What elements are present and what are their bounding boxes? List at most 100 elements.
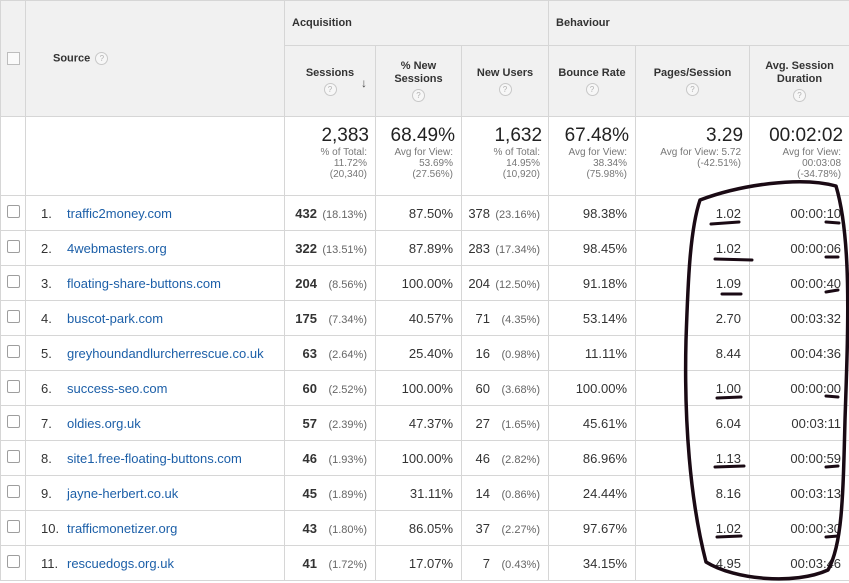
- row-checkbox[interactable]: [6, 205, 20, 218]
- help-icon[interactable]: ?: [412, 89, 425, 102]
- new-users-cell: 204 (12.50%): [460, 265, 550, 301]
- new-users-header-label: New Users: [476, 66, 534, 79]
- row-index: 9.: [41, 485, 52, 501]
- bounce-rate-cell: 24.44%: [548, 475, 637, 511]
- new-sessions-cell: 17.07%: [375, 545, 462, 581]
- pages-session-cell: 1.13: [635, 440, 751, 476]
- source-link[interactable]: success-seo.com: [67, 380, 168, 396]
- sessions-percent: (8.56%): [328, 278, 367, 291]
- row-checkbox[interactable]: [6, 240, 20, 253]
- summary-new-users: 1,632 % of Total: 14.95% (10,920): [460, 116, 550, 196]
- table-row[interactable]: 6. success-seo.com 60 (2.52%) 100.00% 60 (3.68…: [0, 370, 849, 406]
- help-icon[interactable]: ?: [95, 52, 109, 65]
- table-row[interactable]: 8. site1.free-floating-buttons.com 46 (1.93…: [0, 440, 849, 476]
- source-link[interactable]: rescuedogs.org.uk: [67, 555, 174, 571]
- sessions-value: 41: [302, 555, 317, 571]
- new-users-percent: (23.16%): [495, 208, 541, 221]
- avg-duration-header[interactable]: Avg. Session Duration ?: [749, 45, 849, 117]
- row-checkbox[interactable]: [6, 310, 20, 323]
- row-checkbox[interactable]: [6, 380, 20, 393]
- source-link[interactable]: 4webmasters.org: [67, 240, 167, 256]
- row-select-cell: [0, 370, 26, 406]
- source-link[interactable]: traffic2money.com: [67, 205, 173, 221]
- row-index: 10.: [41, 520, 60, 536]
- avg-duration-cell: 00:00:06: [749, 230, 849, 266]
- new-sessions-header[interactable]: % New Sessions ?: [375, 45, 462, 117]
- new-users-value: 204: [468, 275, 491, 291]
- row-index: 2.: [41, 240, 52, 256]
- new-sessions-cell: 87.89%: [375, 230, 462, 266]
- select-all-checkbox[interactable]: [6, 52, 20, 65]
- source-link[interactable]: trafficmonetizer.org: [67, 520, 178, 536]
- source-cell: 5. greyhoundandlurcherrescue.co.uk: [25, 335, 285, 371]
- source-link[interactable]: greyhoundandlurcherrescue.co.uk: [67, 345, 264, 361]
- row-checkbox[interactable]: [6, 415, 20, 428]
- pages-session-header[interactable]: Pages/Session ?: [635, 45, 751, 117]
- pages-session-cell: 1.02: [635, 230, 751, 266]
- summary-new-sessions: 68.49% Avg for View: 53.69% (27.56%): [375, 116, 462, 196]
- new-users-percent: (4.35%): [501, 313, 541, 326]
- pages-session-cell: 1.02: [635, 510, 751, 546]
- row-checkbox[interactable]: [6, 485, 20, 498]
- pages-session-cell: 2.70: [635, 300, 751, 336]
- select-all-cell: [0, 0, 26, 117]
- bounce-rate-cell: 86.96%: [548, 440, 637, 476]
- table-row[interactable]: 5. greyhoundandlurcherrescue.co.uk 63 (2.64…: [0, 335, 849, 371]
- source-link[interactable]: jayne-herbert.co.uk: [67, 485, 179, 501]
- row-checkbox[interactable]: [6, 345, 20, 358]
- source-link[interactable]: floating-share-buttons.com: [67, 275, 221, 291]
- table-row[interactable]: 9. jayne-herbert.co.uk 45 (1.89%) 31.11% 14 (0…: [0, 475, 849, 511]
- avg-duration-cell: 00:03:32: [749, 300, 849, 336]
- table-row[interactable]: 7. oldies.org.uk 57 (2.39%) 47.37% 27 (1.65%) 4…: [0, 405, 849, 441]
- table-row[interactable]: 4. buscot-park.com 175 (7.34%) 40.57% 71 (4.35…: [0, 300, 849, 336]
- new-users-value: 16: [475, 345, 491, 361]
- new-users-percent: (1.65%): [501, 418, 541, 431]
- row-index: 7.: [41, 415, 52, 431]
- sessions-cell: 41 (1.72%): [284, 545, 376, 581]
- row-checkbox[interactable]: [6, 555, 20, 568]
- new-users-cell: 60 (3.68%): [460, 370, 550, 406]
- row-index: 5.: [41, 345, 52, 361]
- bounce-rate-cell: 34.15%: [548, 545, 637, 581]
- help-icon[interactable]: ?: [498, 82, 512, 96]
- sessions-value: 46: [302, 450, 317, 466]
- row-select-cell: [0, 510, 26, 546]
- source-link[interactable]: oldies.org.uk: [67, 415, 141, 431]
- avg-duration-cell: 00:03:46: [749, 545, 849, 581]
- pages-session-cell: 1.00: [635, 370, 751, 406]
- sessions-percent: (1.72%): [328, 558, 367, 571]
- sessions-header[interactable]: Sessions ? ↓: [284, 45, 376, 117]
- table-row[interactable]: 1. traffic2money.com 432 (18.13%) 87.50% 378 (…: [0, 195, 849, 231]
- new-users-value: 71: [475, 310, 491, 326]
- new-users-value: 37: [475, 520, 491, 536]
- table-row[interactable]: 10. trafficmonetizer.org 43 (1.80%) 86.05% 37…: [0, 510, 849, 546]
- source-link[interactable]: buscot-park.com: [67, 310, 164, 326]
- new-users-percent: (17.34%): [495, 243, 541, 256]
- sessions-value: 60: [302, 380, 317, 396]
- table-row[interactable]: 2. 4webmasters.org 322 (13.51%) 87.89% 283 (17…: [0, 230, 849, 266]
- row-checkbox[interactable]: [6, 520, 20, 533]
- table-row[interactable]: 11. rescuedogs.org.uk 41 (1.72%) 17.07% 7 (0.4…: [0, 545, 849, 581]
- new-users-header[interactable]: New Users ?: [460, 45, 550, 117]
- row-checkbox[interactable]: [6, 275, 20, 288]
- help-icon[interactable]: ?: [585, 82, 599, 96]
- table-row[interactable]: 3. floating-share-buttons.com 204 (8.56%) 10…: [0, 265, 849, 301]
- help-icon[interactable]: ?: [686, 82, 700, 96]
- new-users-percent: (12.50%): [495, 278, 541, 291]
- help-icon[interactable]: ?: [793, 89, 807, 102]
- source-header[interactable]: Source?: [25, 0, 285, 117]
- source-cell: 1. traffic2money.com: [25, 195, 285, 231]
- bounce-rate-cell: 91.18%: [548, 265, 637, 301]
- bounce-rate-header[interactable]: Bounce Rate ?: [548, 45, 637, 117]
- sessions-cell: 46 (1.93%): [284, 440, 376, 476]
- summary-avg-duration: 00:02:02 Avg for View: 00:03:08 (-34.78%…: [749, 116, 849, 196]
- new-users-percent: (0.86%): [501, 488, 541, 501]
- sort-descending-icon[interactable]: ↓: [361, 76, 367, 90]
- new-users-cell: 46 (2.82%): [460, 440, 550, 476]
- pages-session-cell: 1.09: [635, 265, 751, 301]
- source-link[interactable]: site1.free-floating-buttons.com: [67, 450, 242, 466]
- row-checkbox[interactable]: [6, 450, 20, 463]
- sessions-value: 322: [295, 240, 317, 256]
- help-icon[interactable]: ?: [323, 82, 337, 96]
- source-cell: 10. trafficmonetizer.org: [25, 510, 285, 546]
